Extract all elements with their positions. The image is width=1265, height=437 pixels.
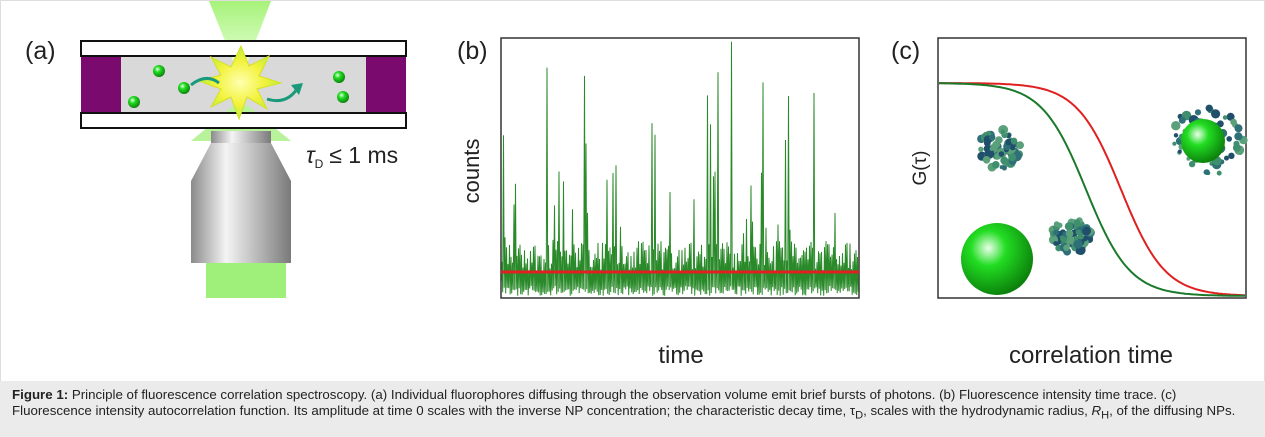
spacer xyxy=(81,56,121,113)
protein-atom xyxy=(992,161,1000,169)
objective-body xyxy=(191,181,291,263)
protein-atom xyxy=(1194,109,1202,116)
protein-atom xyxy=(998,151,1005,157)
y-axis-label: G(τ) xyxy=(910,151,931,186)
protein-atom xyxy=(1172,141,1177,146)
beam xyxy=(209,1,271,61)
protein-atom xyxy=(1205,104,1213,112)
protein-atom xyxy=(1228,152,1235,159)
protein-atom xyxy=(983,144,992,153)
panel-label: (a) xyxy=(25,37,56,65)
x-axis-label: time xyxy=(658,342,703,369)
spacer xyxy=(366,56,406,113)
protein-atom xyxy=(1053,241,1058,246)
particle xyxy=(153,65,165,77)
protein-atom xyxy=(1066,243,1071,248)
protein-atom xyxy=(1000,129,1006,134)
tau-symbol: τ xyxy=(306,142,316,168)
objective xyxy=(191,143,291,181)
protein-atom xyxy=(1016,141,1024,150)
caption-label: Figure 1: xyxy=(12,387,69,402)
caption-text: , scales with the hydrodynamic radius, xyxy=(863,403,1088,418)
protein-atom xyxy=(1068,237,1076,245)
burst xyxy=(197,44,283,121)
protein-atom xyxy=(1005,138,1013,146)
protein-atom xyxy=(1082,226,1091,236)
arrow-head xyxy=(291,83,303,95)
sphere xyxy=(1181,119,1225,163)
protein-atom xyxy=(1010,137,1018,145)
curve xyxy=(939,82,1245,297)
protein-atom xyxy=(1073,239,1083,249)
trajectory xyxy=(266,88,299,103)
protein-atom xyxy=(1232,143,1241,152)
protein-atom xyxy=(1001,165,1008,171)
tau-text: ≤ 1 ms xyxy=(329,142,398,168)
coverslip xyxy=(80,112,407,129)
particles xyxy=(128,65,349,108)
protein-atom xyxy=(1178,116,1186,124)
particle xyxy=(178,82,190,94)
trace xyxy=(501,41,859,296)
protein-atom xyxy=(1173,133,1179,138)
protein-atom xyxy=(1222,115,1228,120)
tau-sub: D xyxy=(315,157,324,171)
protein-atom xyxy=(989,134,996,141)
protein-atom xyxy=(1216,170,1222,176)
protein-atom xyxy=(1224,155,1229,161)
objective-tip xyxy=(211,131,271,143)
protein-atom xyxy=(1177,149,1182,154)
protein-atom xyxy=(989,146,994,151)
protein-atom xyxy=(1226,136,1232,142)
particle xyxy=(337,91,349,103)
particle xyxy=(128,96,140,108)
protein-atom xyxy=(1226,112,1235,121)
protein-atom xyxy=(1060,235,1067,243)
protein-atom xyxy=(982,156,991,164)
figure: (a) τD ≤ 1 ms (b) counts time (c) G(τ) co… xyxy=(0,0,1265,381)
protein-atom xyxy=(1188,160,1196,168)
protein-atom xyxy=(1064,222,1074,231)
protein-atom xyxy=(1000,156,1009,165)
y-axis-label: counts xyxy=(459,139,484,204)
panel-label: (b) xyxy=(457,37,488,65)
panel-label: (c) xyxy=(891,37,920,65)
tau-label: τD ≤ 1 ms xyxy=(306,142,398,171)
protein-atom xyxy=(1053,229,1059,236)
caption-sub: D xyxy=(855,409,864,422)
caption-text: Principle of fluorescence correlation sp… xyxy=(12,387,1177,418)
caption-text: , of the diffusing NPs. xyxy=(1109,403,1236,418)
particle xyxy=(333,71,345,83)
protein-atom xyxy=(1203,169,1210,176)
protein-atom xyxy=(1230,118,1237,126)
curve xyxy=(939,82,1245,297)
sphere xyxy=(961,223,1033,295)
protein-atom xyxy=(992,140,1000,149)
caption-sub: H xyxy=(1101,409,1110,422)
protein-atom xyxy=(1075,229,1082,236)
protein-atom xyxy=(1217,120,1224,128)
protein-atom xyxy=(1053,221,1060,228)
caption-italic: R xyxy=(1091,403,1102,418)
protein-atom xyxy=(1234,132,1243,141)
protein-atom xyxy=(1074,219,1081,226)
caption: Figure 1: Principle of fluorescence corr… xyxy=(0,381,1265,437)
x-axis-label: correlation time xyxy=(1009,342,1173,369)
trace-line xyxy=(501,41,859,296)
protein-atom xyxy=(1008,153,1017,162)
protein-atom xyxy=(1171,121,1181,131)
protein-atom xyxy=(1211,109,1221,119)
protein-atom xyxy=(1234,124,1243,133)
proteins xyxy=(977,104,1248,256)
trajectory xyxy=(190,77,220,87)
protein-atom xyxy=(1065,229,1074,238)
protein-atom xyxy=(1073,235,1079,241)
protein-atom xyxy=(978,146,984,152)
filter xyxy=(206,263,286,298)
